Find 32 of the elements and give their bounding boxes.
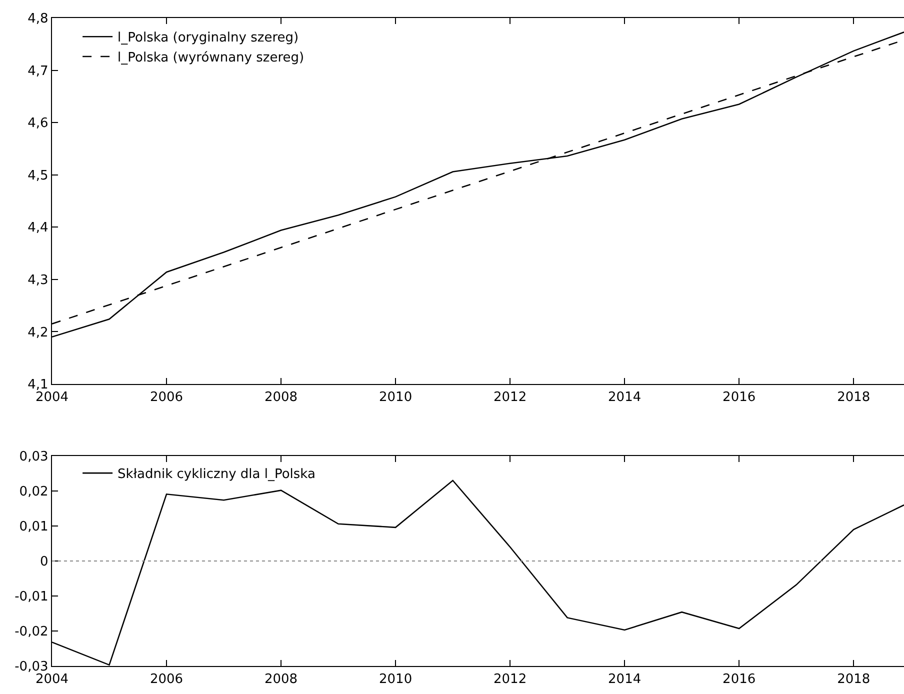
y-tick-label: 4,2 — [28, 325, 48, 340]
y-tick-label: 4,5 — [28, 168, 48, 184]
x-tick-label: 2016 — [722, 672, 756, 687]
x-tick-label: 2010 — [379, 672, 412, 687]
x-tick-label: 2004 — [35, 390, 69, 405]
x-tick-label: 2004 — [35, 672, 69, 687]
y-tick-label: 0,03 — [19, 450, 48, 465]
y-tick-label: -0,02 — [14, 624, 48, 640]
x-tick-label: 2014 — [608, 672, 642, 687]
y-tick-label: 0,01 — [19, 520, 48, 535]
y-tick-label: 4,3 — [28, 272, 48, 288]
y-tick-label: 4,8 — [28, 12, 48, 27]
y-tick-label: 0 — [40, 554, 48, 570]
y-tick-label: 4,4 — [28, 220, 48, 236]
x-tick-label: 2012 — [494, 672, 527, 687]
x-tick-label: 2012 — [494, 390, 527, 405]
x-tick-label: 2006 — [150, 672, 184, 687]
x-tick-label: 2008 — [264, 390, 298, 405]
x-tick-label: 2008 — [264, 672, 298, 687]
x-tick-label: 2010 — [379, 390, 412, 405]
y-tick-label: -0,01 — [14, 590, 48, 605]
x-tick-label: 2018 — [837, 390, 870, 405]
y-tick-label: 0,02 — [19, 484, 48, 500]
x-tick-label: 2018 — [837, 672, 870, 687]
legend-label: l_Polska (oryginalny szereg) — [118, 30, 299, 46]
x-tick-label: 2016 — [722, 390, 756, 405]
x-tick-label: 2006 — [150, 390, 184, 405]
legend-label: l_Polska (wyrównany szereg) — [118, 50, 304, 66]
x-tick-label: 2014 — [608, 390, 642, 405]
y-tick-label: 4,6 — [28, 116, 48, 132]
legend-label: Składnik cykliczny dla l_Polska — [118, 467, 316, 482]
y-tick-label: 4,7 — [28, 64, 48, 79]
